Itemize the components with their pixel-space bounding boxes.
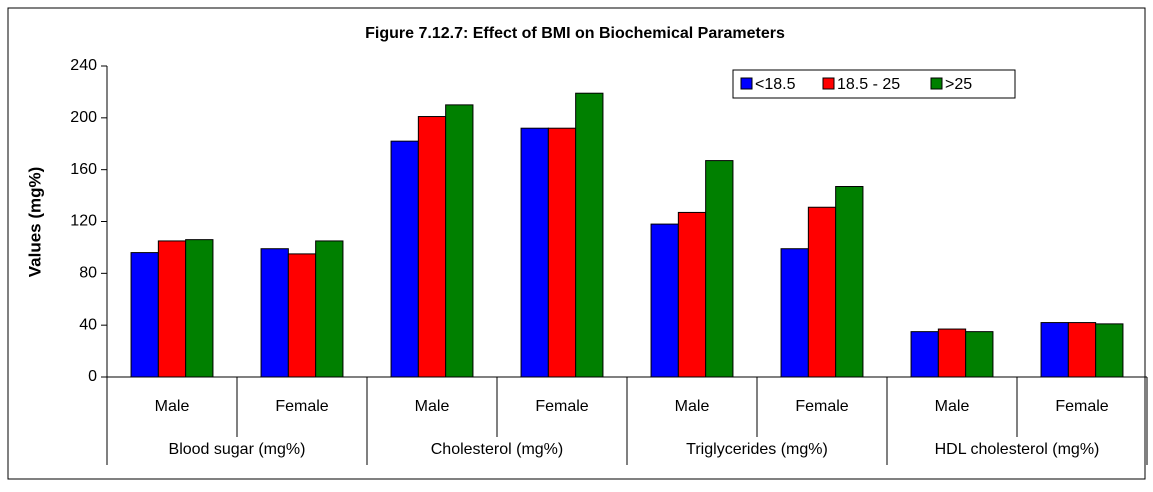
bar xyxy=(965,331,994,378)
y-axis-label: Values (mg%) xyxy=(25,167,44,278)
bar xyxy=(445,104,474,378)
y-tick-label: 40 xyxy=(79,316,97,333)
bar xyxy=(835,186,864,378)
x-tick-label: Female xyxy=(535,398,588,415)
chart-title: Figure 7.12.7: Effect of BMI on Biochemi… xyxy=(365,25,785,42)
bar xyxy=(417,116,447,378)
y-tick-label: 120 xyxy=(70,213,97,230)
legend-swatch xyxy=(930,77,943,90)
bar xyxy=(157,240,187,378)
legend-label: 18.5 - 25 xyxy=(837,76,900,93)
y-tick-label: 240 xyxy=(70,57,97,74)
x-tick-label: Male xyxy=(935,398,970,415)
bar xyxy=(390,140,419,378)
y-tick-label: 160 xyxy=(70,161,97,178)
y-tick-label: 80 xyxy=(79,265,97,282)
bar xyxy=(650,223,679,378)
group-label: Triglycerides (mg%) xyxy=(686,441,828,458)
bar xyxy=(520,127,549,378)
legend-label: <18.5 xyxy=(755,76,796,93)
bar xyxy=(807,206,837,378)
y-tick-label: 0 xyxy=(88,368,97,385)
bar xyxy=(185,239,214,378)
bar xyxy=(910,331,939,378)
bar xyxy=(287,253,317,378)
bar xyxy=(1040,322,1069,378)
x-tick-label: Female xyxy=(795,398,848,415)
bar xyxy=(937,328,967,378)
legend-label: >25 xyxy=(945,76,972,93)
bar xyxy=(575,92,604,378)
y-tick-label: 200 xyxy=(70,109,97,126)
bar xyxy=(705,160,734,378)
bar xyxy=(1095,323,1124,378)
group-label: Cholesterol (mg%) xyxy=(431,441,563,458)
legend-box xyxy=(732,69,1016,99)
legend-swatch xyxy=(740,77,753,90)
bar xyxy=(130,252,159,378)
x-tick-label: Male xyxy=(415,398,450,415)
bar xyxy=(677,211,707,378)
x-tick-label: Male xyxy=(675,398,710,415)
bar xyxy=(260,248,289,378)
x-tick-label: Male xyxy=(155,398,190,415)
bar xyxy=(547,127,577,378)
legend-swatch xyxy=(822,77,835,90)
x-tick-label: Female xyxy=(275,398,328,415)
group-label: HDL cholesterol (mg%) xyxy=(935,441,1100,458)
bar xyxy=(1067,322,1097,378)
group-label: Blood sugar (mg%) xyxy=(169,441,306,458)
bar xyxy=(780,248,809,378)
bar xyxy=(315,240,344,378)
x-tick-label: Female xyxy=(1055,398,1108,415)
